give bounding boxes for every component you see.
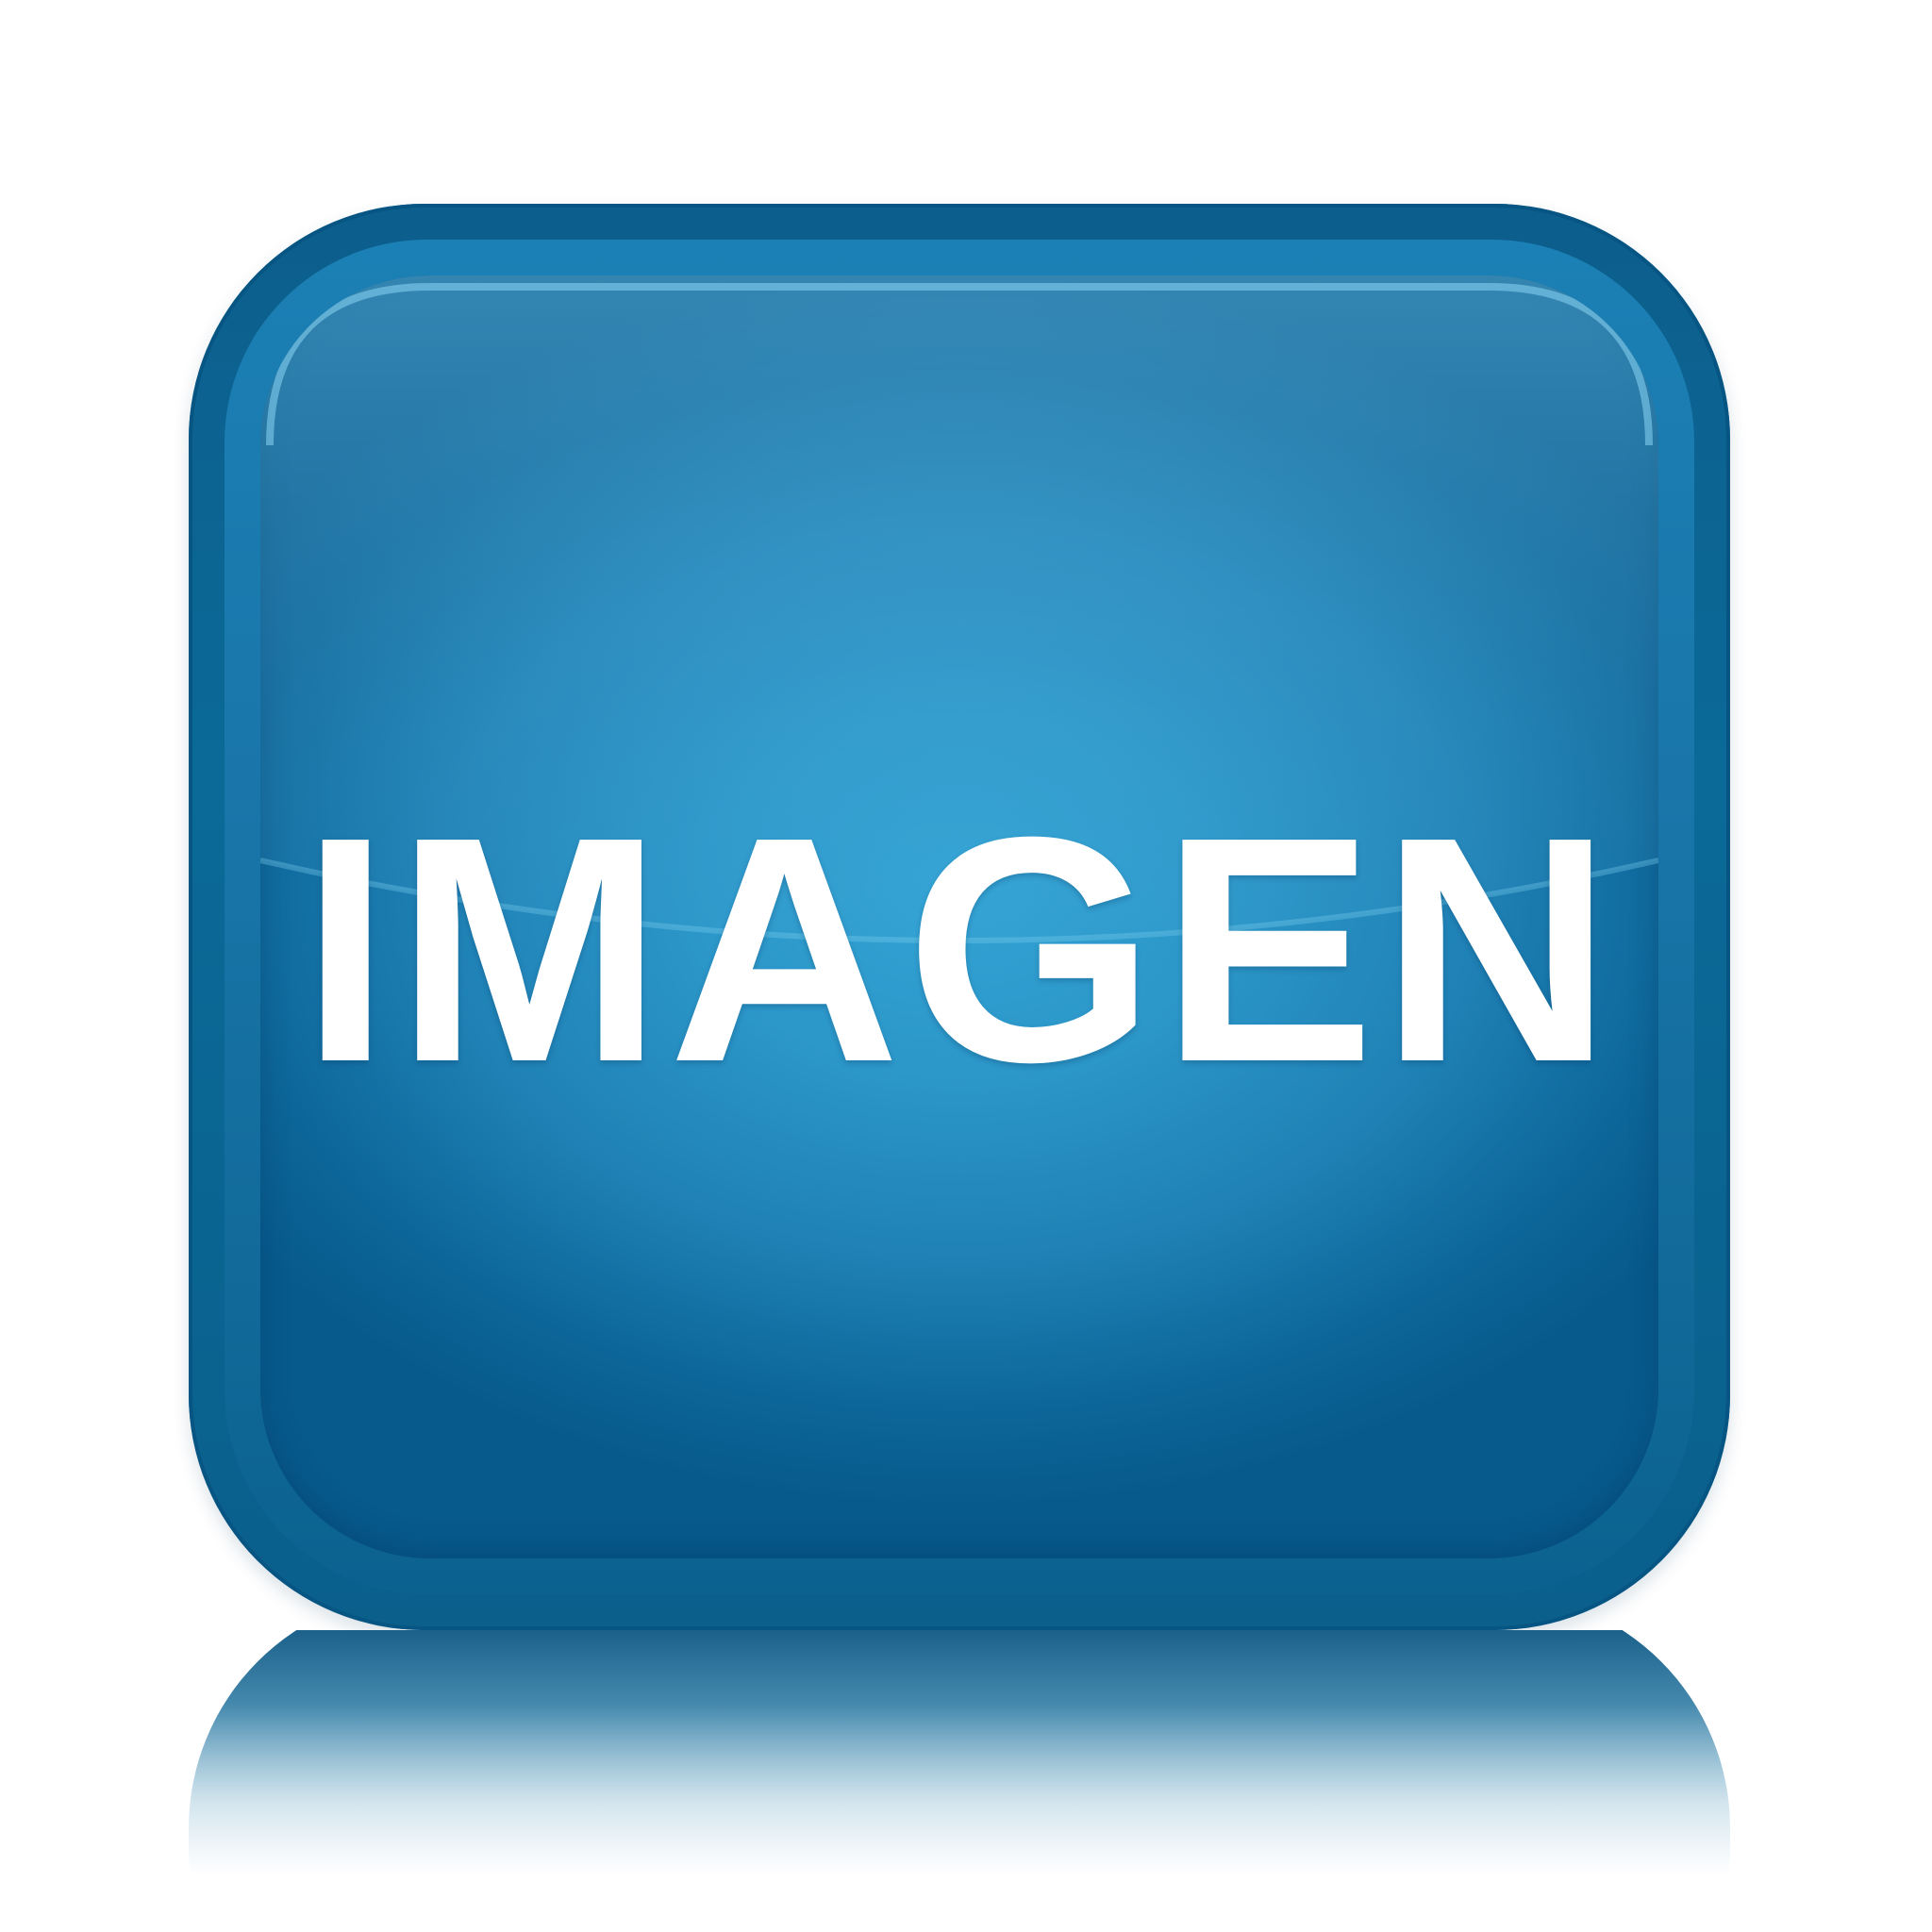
button-face: IMAGEN [260, 275, 1658, 1558]
button-reflection [189, 1630, 1730, 1875]
button-label: IMAGEN [301, 771, 1618, 1129]
imagen-button[interactable]: IMAGEN [189, 204, 1730, 1630]
